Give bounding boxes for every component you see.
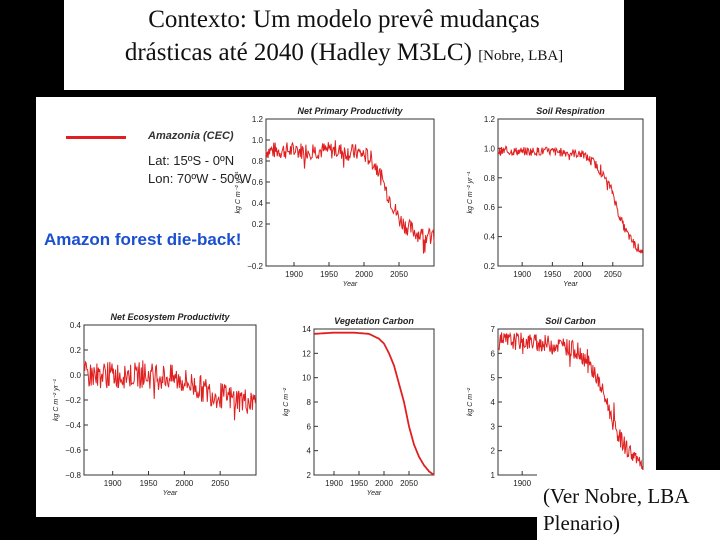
figure-panel: Amazonia (CEC) Lat: 15ºS - 0ºN Lon: 70ºW…: [36, 97, 656, 517]
y-tick-label: 0.4: [252, 199, 264, 208]
y-tick-label: 8: [307, 398, 312, 407]
series-line: [313, 331, 435, 476]
y-tick-label: 0.6: [484, 203, 496, 212]
y-tick-label: 1.2: [484, 115, 496, 124]
y-tick-label: 0.0: [70, 371, 82, 380]
slide-title-line1: Contexto: Um modelo prevê mudanças: [148, 6, 540, 33]
title-box: Contexto: Um modelo prevê mudanças drást…: [64, 0, 624, 90]
y-axis-label: kg C m⁻² yr⁻¹: [53, 378, 60, 421]
y-tick-label: −0.2: [247, 262, 263, 271]
plot-frame: [265, 118, 435, 267]
y-tick-label: 3: [491, 422, 496, 431]
note-box: (Ver Nobre, LBA Plenario): [537, 470, 720, 540]
x-tick-label: 1950: [543, 270, 561, 279]
y-tick-label: 1.0: [252, 136, 264, 145]
x-tick-label: 1950: [350, 479, 368, 488]
y-tick-label: 0.4: [70, 321, 82, 330]
y-tick-label: −0.8: [65, 471, 81, 480]
charts-svg: Net Primary Productivity 1900 1950 2000 2050…: [53, 106, 644, 497]
note-line2: Plenario): [543, 511, 620, 535]
legend-longitude: Lon: 70ºW - 50ºW: [148, 171, 252, 186]
x-tick-label: 1900: [513, 270, 531, 279]
x-tick-label: 1900: [513, 479, 531, 488]
y-tick-label: 6: [491, 349, 496, 358]
x-tick-label: 2050: [400, 479, 418, 488]
slide-title-line2-text: drásticas até 2040 (Hadley M3LC): [124, 39, 472, 66]
y-tick-label: 0.2: [70, 346, 82, 355]
y-tick-label: 10: [302, 374, 311, 383]
x-tick-label: 1950: [320, 270, 338, 279]
legend-swatch: [66, 136, 126, 139]
y-tick-label: 12: [302, 349, 311, 358]
title-citation: [Nobre, LBA]: [478, 48, 564, 64]
y-tick-label: 4: [491, 398, 496, 407]
plot-title: Net Ecosystem Productivity: [110, 312, 230, 322]
x-axis-label: Year: [343, 281, 358, 288]
y-axis-label: kg C m⁻² yr⁻¹: [235, 171, 242, 214]
y-tick-label: 0.2: [484, 262, 496, 271]
y-tick-label: 1.0: [484, 144, 496, 153]
y-tick-label: −0.2: [65, 396, 81, 405]
y-tick-label: 5: [491, 374, 496, 383]
x-tick-label: 1950: [140, 479, 158, 488]
legend-series-name: Amazonia (CEC): [148, 130, 234, 142]
y-axis-label: kg C m⁻²: [283, 387, 290, 416]
plot-frame: [497, 328, 644, 476]
y-tick-label: 0.8: [252, 157, 264, 166]
x-tick-label: 2050: [390, 270, 408, 279]
x-tick-label: 2000: [574, 270, 592, 279]
plot-frame: [313, 328, 435, 476]
x-tick-label: 2050: [604, 270, 622, 279]
y-tick-label: 1.2: [252, 115, 264, 124]
y-tick-label: 7: [491, 325, 496, 334]
plot-frame: [497, 118, 644, 267]
x-tick-label: 1900: [325, 479, 343, 488]
x-tick-label: 2050: [211, 479, 229, 488]
series-line: [83, 360, 257, 421]
y-tick-label: 4: [307, 447, 312, 456]
y-tick-label: −0.6: [65, 446, 81, 455]
x-tick-label: 1900: [104, 479, 122, 488]
plot-title: Net Primary Productivity: [297, 106, 403, 116]
y-tick-label: 0.8: [484, 174, 496, 183]
y-tick-label: 2: [307, 471, 312, 480]
series-line: [265, 140, 435, 254]
x-tick-label: 2000: [375, 479, 393, 488]
plot-title: Soil Respiration: [536, 106, 605, 116]
x-tick-label: 2000: [355, 270, 373, 279]
plot-title: Soil Carbon: [545, 316, 596, 326]
x-axis-label: Year: [367, 490, 382, 497]
note-line1: (Ver Nobre, LBA: [543, 484, 690, 508]
series-line: [497, 145, 644, 255]
y-tick-label: −0.4: [65, 421, 81, 430]
slide-title-line2: drásticas até 2040 (Hadley M3LC) [Nobre,…: [64, 39, 624, 67]
y-tick-label: 14: [302, 325, 311, 334]
x-axis-label: Year: [563, 281, 578, 288]
y-tick-label: 2: [491, 447, 496, 456]
y-tick-label: 6: [307, 422, 312, 431]
dieback-headline: Amazon forest die-back!: [44, 230, 242, 249]
y-tick-label: 1: [491, 471, 496, 480]
x-tick-label: 2000: [175, 479, 193, 488]
y-axis-label: kg C m⁻²: [467, 387, 474, 416]
legend-latitude: Lat: 15ºS - 0ºN: [148, 153, 235, 168]
y-axis-label: kg C m⁻² yr⁻¹: [467, 171, 474, 214]
plot-title: Vegetation Carbon: [334, 316, 414, 326]
x-tick-label: 1900: [285, 270, 303, 279]
x-axis-label: Year: [163, 490, 178, 497]
y-tick-label: 0.6: [252, 178, 264, 187]
y-tick-label: 0.2: [252, 220, 264, 229]
series-line: [497, 331, 644, 472]
y-tick-label: 0.4: [484, 233, 496, 242]
